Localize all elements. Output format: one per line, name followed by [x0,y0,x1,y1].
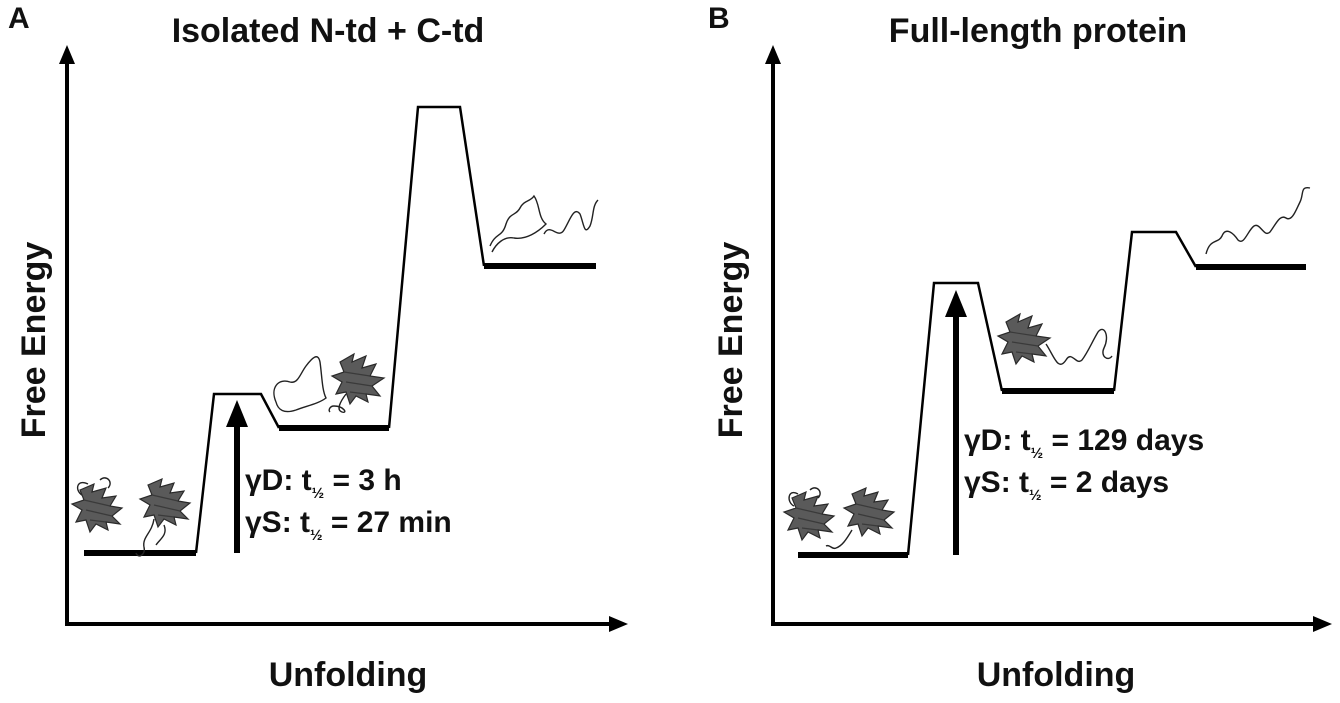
panel-b-x-axis-label: Unfolding [977,656,1136,694]
panel-b-energy-profile [798,230,1306,558]
panel-a: A Isolated N-td + C-td Free Energy Unfol… [8,2,628,694]
panel-b-rate-gamma-s: γS: t½ = 2 days [964,466,1169,504]
panel-b-title: Full-length protein [889,12,1187,50]
panel-a-rate-gamma-d: γD: t½ = 3 h [245,464,402,502]
panel-a-unfolded-coil [273,356,327,413]
panel-b: B Full-length protein Free Energy Unfold… [708,2,1332,694]
panel-a-activation-arrowhead [226,400,248,427]
panel-a-x-axis-label: Unfolding [269,656,428,694]
panel-b-rate-gamma-d: γD: t½ = 129 days [964,424,1204,462]
panel-b-first-barrier [906,281,1004,556]
panel-b-second-barrier [1112,230,1198,392]
panel-b-y-axis-label: Free Energy [712,242,750,439]
panel-a-energy-profile [84,105,596,556]
panel-a-x-axis-arrowhead [609,616,628,632]
panel-a-first-barrier [194,392,281,554]
panel-b-native-protein-illustration [782,486,896,550]
panel-b-unfolded-tail [1045,328,1113,365]
panel-a-native-domains-illustration [70,477,192,557]
panel-b-activation-arrowhead [945,290,967,317]
panel-a-letter: A [8,2,30,35]
panel-b-y-axis-arrowhead [765,45,781,64]
panel-a-title: Isolated N-td + C-td [172,12,485,50]
panel-a-unfolded-chains-illustration [489,194,599,253]
panel-b-intermediate-illustration [996,312,1113,366]
panel-a-intermediate-illustration [273,352,386,414]
panel-a-rate-gamma-s: γS: t½ = 27 min [245,506,452,544]
panel-b-x-axis-arrowhead [1313,616,1332,632]
panel-a-second-barrier [387,105,486,429]
panel-b-unfolded-chain-illustration [1205,187,1311,255]
panel-a-y-axis-arrowhead [59,45,75,64]
panel-a-y-axis-label: Free Energy [15,242,53,439]
panel-b-letter: B [708,2,730,35]
